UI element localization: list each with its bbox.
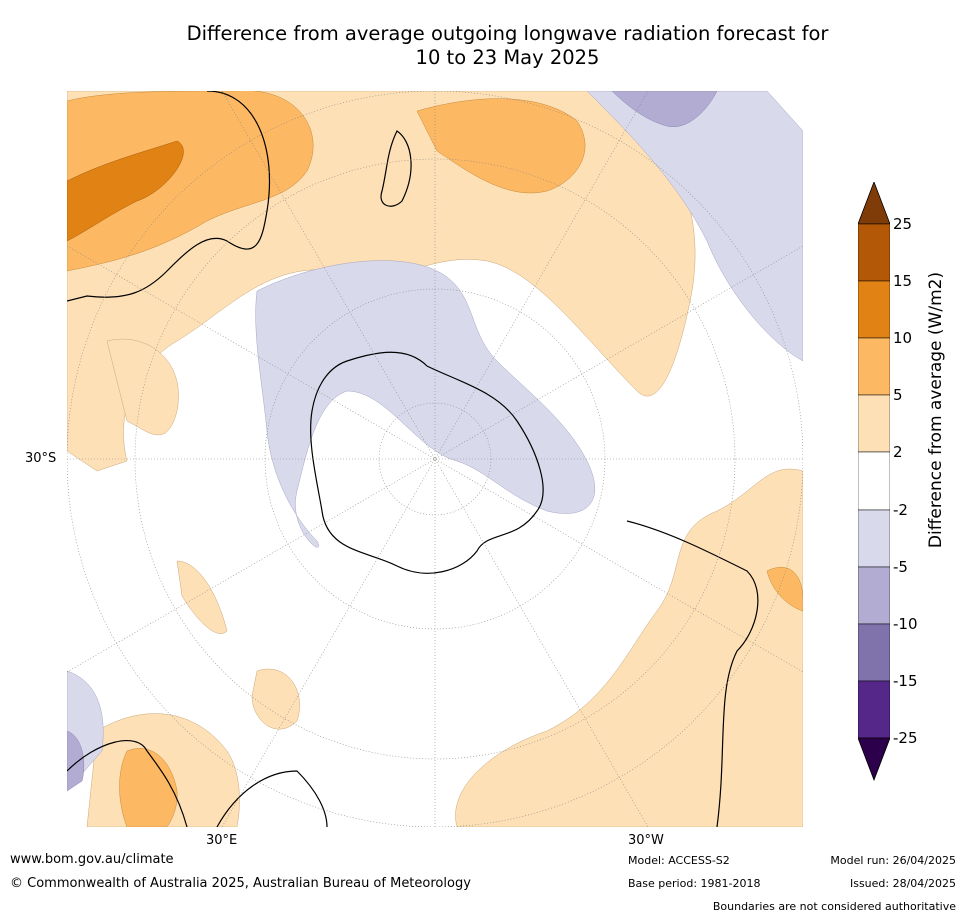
colorbar-swatch-5-10: [858, 337, 890, 396]
colorbar: [858, 182, 890, 782]
light-orange-patch-indian: [176, 560, 228, 634]
dark-orange-band: [67, 140, 184, 242]
footer-model: Model: ACCESS-S2: [628, 854, 730, 867]
colorbar-title: Difference from average (W/m2): [926, 271, 946, 549]
colorbar-arrow-bottom: [858, 737, 890, 782]
colorbar-tick: 10: [893, 329, 913, 347]
colorbar-tick: 2: [893, 443, 903, 461]
south-america-outline: [626, 520, 759, 827]
colorbar-arrow-top: [858, 182, 890, 225]
title-line-1: Difference from average outgoing longwav…: [186, 22, 829, 45]
orange-patch-southeast: [766, 567, 803, 612]
colorbar-tick: -15: [893, 672, 918, 690]
colorbar-swatch-15-25: [858, 223, 890, 282]
light-orange-region-southeast: [455, 468, 803, 827]
colorbar-tick: -2: [893, 501, 908, 519]
lat-label-30s: 30°S: [25, 451, 57, 466]
orange-band: [67, 91, 314, 272]
colorbar-tick: -10: [893, 615, 918, 633]
australia-outline: [67, 91, 271, 302]
lavender-ring-antarctic: [255, 260, 596, 548]
purple-patch-northeast: [611, 91, 718, 128]
lon-label-30e: 30°E: [206, 833, 238, 848]
colorbar-tick: -25: [893, 729, 918, 747]
colorbar-tick: 15: [893, 272, 913, 290]
orange-patch-pacific: [416, 98, 586, 194]
footer-base-period: Base period: 1981-2018: [628, 877, 761, 890]
anomaly-field-positive: [67, 91, 803, 827]
colorbar-swatch-m25-m15: [858, 680, 890, 739]
colorbar-tick: 5: [893, 386, 903, 404]
forecast-map: [67, 91, 803, 827]
colorbar-swatch-m2-2: [858, 451, 890, 511]
colorbar-swatch-m10-m5: [858, 566, 890, 625]
orange-patch-southwest: [119, 748, 178, 827]
chart-title: Difference from average outgoing longwav…: [0, 22, 965, 70]
anomaly-field-negative: [67, 91, 803, 792]
antarctica-outline: [310, 351, 544, 574]
new-zealand-outline: [380, 130, 412, 207]
footer-issued: Issued: 28/04/2025: [849, 877, 956, 890]
colorbar-swatch-10-15: [858, 280, 890, 339]
colorbar-swatch-2-5: [858, 394, 890, 453]
footer-copyright: © Commonwealth of Australia 2025, Austra…: [10, 876, 471, 891]
colorbar-swatch-m15-m10: [858, 623, 890, 682]
colorbar-tick: -5: [893, 558, 908, 576]
light-orange-patch-south: [251, 668, 300, 730]
light-orange-region-west: [106, 338, 179, 435]
graticule: [67, 91, 803, 827]
footer-disclaimer: Boundaries are not considered authoritat…: [712, 900, 956, 913]
colorbar-swatch-m5-m2: [858, 509, 890, 568]
footer-model-run: Model run: 26/04/2025: [830, 854, 956, 867]
lavender-band-northeast: [586, 91, 803, 362]
colorbar-tick: 25: [893, 215, 913, 233]
title-line-2: 10 to 23 May 2025: [415, 46, 600, 69]
footer-website: www.bom.gov.au/climate: [10, 852, 174, 867]
lon-label-30w: 30°W: [628, 833, 664, 848]
